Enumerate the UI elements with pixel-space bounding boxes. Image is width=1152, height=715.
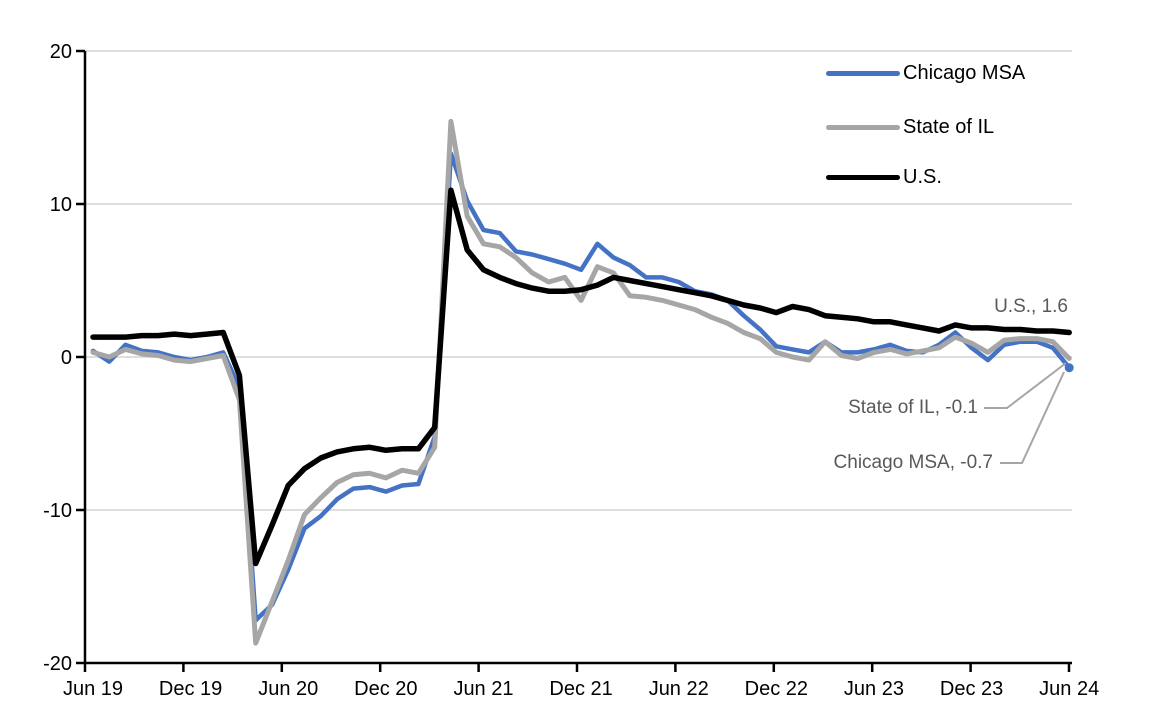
x-tick-label: Jun 21 <box>453 678 513 700</box>
y-tick-label: 0 <box>61 347 72 369</box>
x-tick-label: Jun 23 <box>844 678 904 700</box>
annotation-leader-line <box>984 362 1067 409</box>
y-tick-label: -20 <box>43 653 72 675</box>
x-tick-label: Jun 19 <box>63 678 123 700</box>
x-tick-label: Dec 20 <box>354 678 417 700</box>
x-tick-label: Dec 22 <box>745 678 808 700</box>
annotation-chicago-msa: Chicago MSA, -0.7 <box>833 452 993 473</box>
legend-label-us: U.S. <box>903 166 942 188</box>
y-tick-label: 10 <box>50 194 72 216</box>
legend-swatch-chicago-msa <box>826 71 900 76</box>
x-tick-label: Jun 24 <box>1039 678 1099 700</box>
annotation-us: U.S., 1.6 <box>994 296 1068 317</box>
x-tick-label: Dec 23 <box>940 678 1003 700</box>
legend-label-state-of-il: State of IL <box>903 116 995 138</box>
legend-swatch-state-of-il <box>826 125 900 130</box>
annotation-leader-line <box>1000 371 1065 464</box>
legend-label-chicago-msa: Chicago MSA <box>903 62 1026 84</box>
series-line-u-s <box>90 187 1072 567</box>
x-tick-label: Jun 22 <box>649 678 709 700</box>
y-tick-label: 20 <box>50 41 72 63</box>
x-tick-label: Dec 21 <box>549 678 612 700</box>
y-tick-label: -10 <box>43 500 72 522</box>
series-line-state-of-il <box>90 118 1072 646</box>
annotation-state-of-il: State of IL, -0.1 <box>848 397 978 418</box>
series-end-marker-chicago-msa <box>1064 363 1074 373</box>
x-tick-label: Dec 19 <box>159 678 222 700</box>
x-tick-label: Jun 20 <box>258 678 318 700</box>
legend-swatch-us <box>826 175 900 180</box>
